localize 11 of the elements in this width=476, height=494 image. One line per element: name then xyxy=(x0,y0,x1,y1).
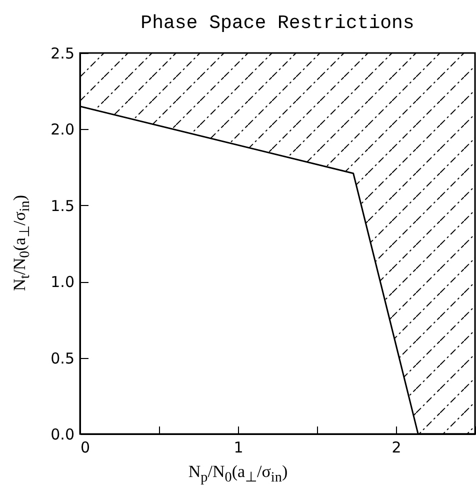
text: N$_{p}$/N$_{0}$(a$_{⊥}$/σ$_{in}$) xyxy=(188,462,288,486)
y-tick-label: 0.0 xyxy=(50,426,74,444)
y-tick-label: 1.0 xyxy=(50,273,74,292)
chart-title: Phase Space Restrictions xyxy=(140,12,414,34)
x-tick-label: 1 xyxy=(234,438,244,456)
x-tick-label: 2 xyxy=(392,438,402,456)
y-tick-label: 0.5 xyxy=(50,349,74,368)
y-tick-label: 1.5 xyxy=(50,196,74,215)
y-tick-label: 2.5 xyxy=(50,44,74,62)
y-tick-label: 2.0 xyxy=(50,120,74,139)
x-tick-label: 0 xyxy=(80,438,90,456)
